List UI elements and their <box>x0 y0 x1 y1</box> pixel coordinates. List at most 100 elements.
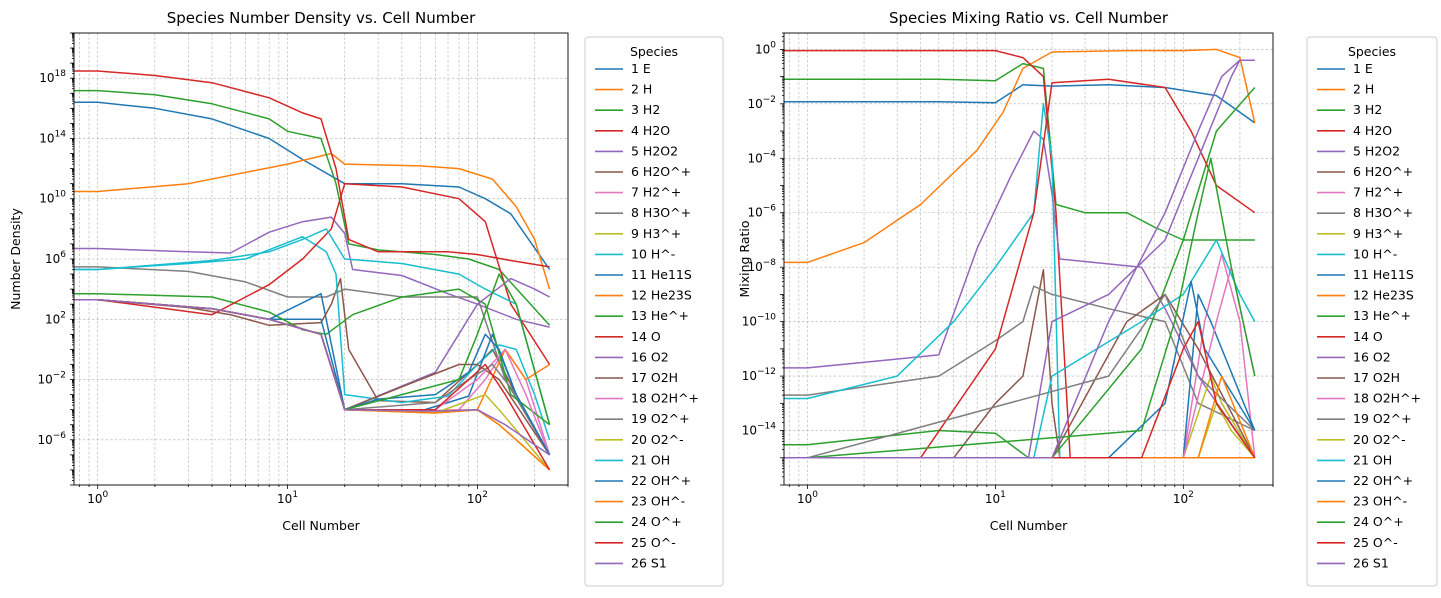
x-tick-exponent: 2 <box>482 490 488 500</box>
y-axis-label: Mixing Ratio <box>737 220 752 297</box>
legend-entry-label: 9 H3^+ <box>1353 226 1403 241</box>
legend-box <box>584 36 724 587</box>
legend-entry-label: 13 He^+ <box>631 308 689 323</box>
series-line-8 <box>74 266 551 456</box>
y-tick-exponent: 2 <box>60 310 66 320</box>
legend-entry-label: 23 OH^- <box>631 494 685 509</box>
x-tick-exponent: 1 <box>1000 490 1006 500</box>
y-tick-exponent: −4 <box>763 149 777 159</box>
y-tick-base: 10 <box>742 315 757 329</box>
legend-entry-label: 14 O <box>1353 329 1383 344</box>
legend-entry-label: 16 O2 <box>1353 349 1391 364</box>
axes-frame <box>73 32 569 486</box>
y-tick-base: 10 <box>45 312 60 326</box>
y-tick-base: 10 <box>742 424 757 438</box>
legend-entry-label: 10 H^- <box>1353 246 1397 261</box>
legend-entry-label: 17 O2H <box>1353 370 1400 385</box>
legend-entry-label: 24 O^+ <box>1353 514 1404 529</box>
y-tick-label: 100 <box>755 40 776 56</box>
legend-entry-label: 6 H2O^+ <box>631 164 691 179</box>
legend-entry-label: 20 O2^- <box>1353 432 1406 447</box>
x-tick-base: 10 <box>277 492 292 506</box>
y-tick-exponent: −14 <box>757 422 776 432</box>
y-tick-base: 10 <box>39 192 54 206</box>
y-tick-label: 10−2 <box>37 371 66 387</box>
legend-entry-label: 25 O^- <box>631 535 676 550</box>
legend-entry-label: 14 O <box>631 329 661 344</box>
y-tick-base: 10 <box>45 252 60 266</box>
series-line-2 <box>784 48 1256 264</box>
legend-entry-label: 4 H2O <box>1353 123 1392 138</box>
y-tick-base: 10 <box>747 260 762 274</box>
series-line-4 <box>784 49 1255 459</box>
x-tick-label: 100 <box>87 490 108 506</box>
series-line-14 <box>74 182 551 365</box>
y-tick-label: 102 <box>45 310 66 326</box>
legend: Species 1 E 2 H 3 H2 4 H2O 5 H2O2 6 H2O^+ 7 H2^… <box>1306 36 1438 587</box>
x-tick-exponent: 2 <box>1188 490 1194 500</box>
legend-entry-label: 11 He11S <box>1353 267 1414 282</box>
legend-entry-label: 18 O2H^+ <box>1353 391 1421 406</box>
y-tick-label: 1010 <box>39 190 66 206</box>
x-tick-exponent: 0 <box>102 490 108 500</box>
legend-entry-label: 7 H2^+ <box>631 185 681 200</box>
series-line-1 <box>74 101 551 270</box>
y-tick-exponent: −12 <box>757 367 776 377</box>
legend-entry-label: 1 E <box>631 61 651 76</box>
series-line-23 <box>784 157 1256 459</box>
series-line-10 <box>784 103 1255 459</box>
legend-entry-label: 23 OH^- <box>1353 494 1407 509</box>
y-tick-label: 10−6 <box>37 431 66 447</box>
y-tick-label: 10−6 <box>747 204 776 220</box>
x-tick-base: 10 <box>467 492 482 506</box>
x-axis-label: Cell Number <box>282 518 360 533</box>
legend-entry-label: 11 He11S <box>631 267 692 282</box>
y-tick-label: 10−2 <box>747 95 776 111</box>
x-tick-base: 10 <box>985 492 1000 506</box>
y-tick-exponent: −8 <box>763 258 777 268</box>
legend-entry-label: 7 H2^+ <box>1353 185 1403 200</box>
series-line-2 <box>74 152 551 290</box>
series-line-25 <box>784 59 1255 459</box>
x-tick-label: 101 <box>277 490 298 506</box>
legend-entry-label: 21 OH <box>1353 452 1392 467</box>
y-tick-label: 1018 <box>39 69 66 85</box>
y-tick-exponent: 10 <box>55 190 67 200</box>
series-line-1 <box>784 84 1256 124</box>
y-tick-label: 10−8 <box>747 258 776 274</box>
x-tick-base: 10 <box>1173 492 1188 506</box>
plot-area <box>784 33 1273 485</box>
y-tick-exponent: −10 <box>757 313 776 323</box>
y-tick-exponent: −6 <box>763 204 777 214</box>
y-tick-label: 10−10 <box>742 313 777 329</box>
x-tick-label: 102 <box>467 490 488 506</box>
x-axis-label: Cell Number <box>990 518 1068 533</box>
y-tick-exponent: −2 <box>763 95 776 105</box>
y-tick-label: 1014 <box>39 129 66 145</box>
y-tick-exponent: 0 <box>770 40 776 50</box>
y-axis-label: Number Density <box>8 208 23 310</box>
legend-entry-label: 9 H3^+ <box>631 226 681 241</box>
legend-entry-label: 17 O2H <box>631 370 678 385</box>
legend-entry-label: 8 H3O^+ <box>1353 205 1413 220</box>
legend-entry-label: 13 He^+ <box>1353 308 1411 323</box>
y-tick-label: 10−14 <box>742 422 777 438</box>
x-tick-label: 101 <box>985 490 1006 506</box>
y-tick-exponent: −2 <box>53 371 66 381</box>
series-line-3 <box>74 89 551 326</box>
x-tick-base: 10 <box>87 492 102 506</box>
series-line-13 <box>74 288 551 426</box>
legend: Species 1 E 2 H 3 H2 4 H2O 5 H2O2 6 H2O^+ 7 H2^… <box>584 36 724 587</box>
y-tick-base: 10 <box>39 131 54 145</box>
x-tick-label: 100 <box>797 490 818 506</box>
legend-entry-label: 16 O2 <box>631 349 669 364</box>
series-line-25 <box>74 298 551 456</box>
chart-title: Species Number Density vs. Cell Number <box>167 9 476 27</box>
legend-entry-label: 26 S1 <box>631 555 667 570</box>
legend-entry-label: 12 He23S <box>1353 288 1414 303</box>
x-tick-label: 102 <box>1173 490 1194 506</box>
y-tick-exponent: −6 <box>53 431 67 441</box>
y-tick-label: 10−12 <box>742 367 776 383</box>
legend-entry-label: 22 OH^+ <box>631 473 691 488</box>
